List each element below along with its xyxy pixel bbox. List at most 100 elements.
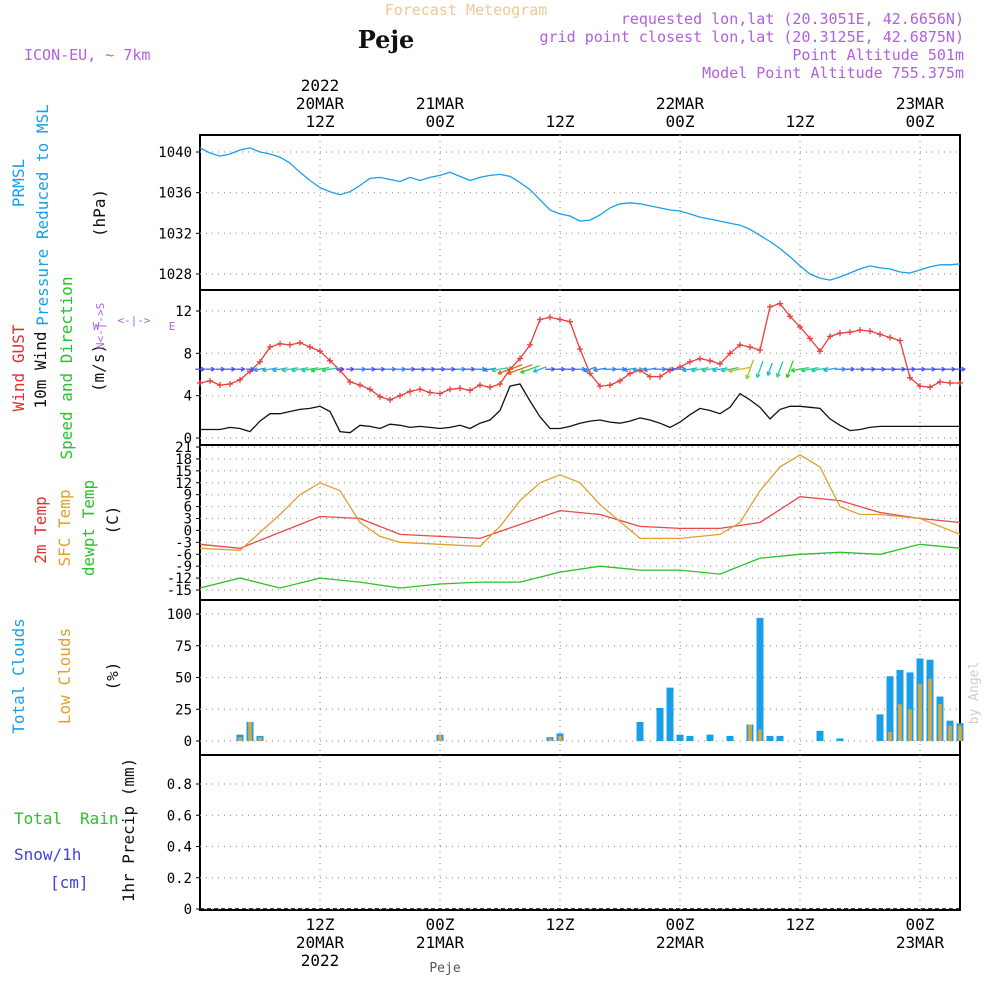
gust-marker bbox=[297, 339, 303, 346]
total-cloud-bar bbox=[776, 735, 784, 741]
low-cloud-bar bbox=[438, 734, 442, 741]
wind-arrow bbox=[775, 361, 784, 378]
total-cloud-bar bbox=[686, 735, 694, 741]
gust-marker bbox=[447, 386, 453, 393]
gust-marker bbox=[787, 313, 793, 320]
wind-arrow bbox=[205, 366, 215, 372]
gust-marker bbox=[877, 331, 883, 338]
total-cloud-bar bbox=[906, 672, 914, 741]
gust-marker bbox=[717, 360, 723, 367]
top-axis-label: 22MAR bbox=[656, 94, 705, 113]
location-title: Peje bbox=[358, 25, 415, 54]
gust-marker bbox=[657, 373, 663, 380]
y-tick-label: 100 bbox=[167, 607, 192, 623]
wind-arrow bbox=[545, 366, 556, 372]
wind-arrow bbox=[745, 359, 755, 380]
wind-panel: 0 4 8 12 bbox=[175, 289, 966, 447]
svg-text:Total Clouds: Total Clouds bbox=[9, 618, 28, 734]
bottom-axis-label: 00Z bbox=[666, 915, 695, 934]
gust-marker bbox=[367, 386, 373, 393]
gust-marker bbox=[837, 330, 843, 337]
gust-marker bbox=[257, 358, 263, 365]
top-axis-label: 12Z bbox=[546, 112, 575, 131]
y-tick-label: 0 bbox=[184, 523, 192, 539]
y-tick-label: 0.2 bbox=[167, 871, 192, 887]
wind-arrow bbox=[564, 366, 576, 372]
gust-marker bbox=[467, 387, 473, 394]
wind-arrow bbox=[766, 362, 773, 376]
svg-text:2m Temp: 2m Temp bbox=[31, 496, 50, 563]
wind-arrow bbox=[321, 367, 338, 373]
gust-marker bbox=[757, 347, 763, 354]
wind-arrow bbox=[215, 366, 225, 372]
gust-marker bbox=[887, 334, 893, 341]
bottom-axis-label: 00Z bbox=[906, 915, 935, 934]
low-cloud-bar bbox=[248, 721, 252, 741]
gust-marker bbox=[687, 358, 693, 365]
wind-arrow bbox=[497, 364, 523, 375]
bottom-axis-label: 2022 bbox=[301, 951, 340, 970]
wind-arrow bbox=[555, 366, 566, 372]
wind-arrow bbox=[790, 367, 809, 373]
top-axis-label: 12Z bbox=[306, 112, 335, 131]
wind-arrow bbox=[914, 366, 926, 372]
watermark: by Angel bbox=[967, 662, 982, 725]
gust-marker bbox=[947, 379, 953, 386]
gust-marker bbox=[547, 314, 553, 321]
top-axis-label: 00Z bbox=[426, 112, 455, 131]
gust-marker bbox=[907, 374, 913, 381]
wind-arrow bbox=[720, 367, 739, 373]
wind-arrow bbox=[301, 367, 319, 373]
precip-frame bbox=[199, 754, 961, 911]
temperature-frame bbox=[199, 444, 961, 601]
gust-marker bbox=[917, 383, 923, 390]
grid-coords: grid point closest lon,lat (20.3125E, 42… bbox=[540, 28, 964, 46]
gust-marker bbox=[857, 327, 863, 334]
svg-text:W: W bbox=[93, 320, 100, 333]
wind-arrow bbox=[491, 367, 509, 373]
gust-marker bbox=[627, 370, 633, 377]
low-cloud-bar bbox=[938, 704, 942, 741]
gust-marker bbox=[807, 335, 813, 342]
gust-marker bbox=[647, 373, 653, 380]
bottom-axis-label: 12Z bbox=[546, 915, 575, 934]
wind-arrow bbox=[924, 366, 936, 372]
wind-arrow bbox=[245, 366, 255, 372]
bottom-axis-label: 22MAR bbox=[656, 933, 705, 952]
svg-text:(m/s): (m/s) bbox=[89, 344, 108, 392]
gust-marker bbox=[897, 337, 903, 344]
low-cloud-bar bbox=[758, 729, 762, 741]
wind-arrow bbox=[944, 366, 956, 372]
low-cloud-bar bbox=[908, 709, 912, 741]
total-cloud-bar bbox=[886, 676, 894, 741]
gust-marker bbox=[317, 348, 323, 355]
total-cloud-bar bbox=[706, 734, 714, 741]
low-cloud-bar bbox=[898, 704, 902, 741]
wind-arrow bbox=[954, 366, 966, 372]
cloud-labels: Total Clouds Low Clouds (%) bbox=[9, 618, 122, 734]
pressure-frame bbox=[199, 134, 961, 291]
wind-arrow bbox=[425, 366, 436, 372]
gust-marker bbox=[227, 381, 233, 388]
y-tick-label: 1036 bbox=[158, 186, 192, 202]
y-tick-label: 50 bbox=[175, 671, 192, 687]
wind-arrow bbox=[823, 367, 837, 373]
total-cloud-bar bbox=[836, 738, 844, 741]
gust-marker bbox=[797, 323, 803, 330]
wind-arrow bbox=[632, 367, 647, 373]
y-tick-label: 0 bbox=[184, 734, 192, 750]
wind-arrow bbox=[195, 366, 205, 372]
wind-arrow bbox=[435, 366, 446, 372]
wind-arrow bbox=[934, 366, 946, 372]
svg-text:<-|->: <-|-> bbox=[117, 314, 150, 327]
y-tick-label: 12 bbox=[175, 304, 192, 320]
gust-marker bbox=[557, 316, 563, 323]
svg-text:Pressure Reduced to MSL: Pressure Reduced to MSL bbox=[33, 104, 52, 326]
gust-marker bbox=[777, 300, 783, 307]
wind-arrow bbox=[623, 367, 637, 373]
y-tick-label: 9 bbox=[184, 488, 192, 504]
wind-arrow bbox=[394, 366, 406, 372]
wind-arrow bbox=[225, 366, 236, 372]
gust-marker bbox=[427, 389, 433, 396]
